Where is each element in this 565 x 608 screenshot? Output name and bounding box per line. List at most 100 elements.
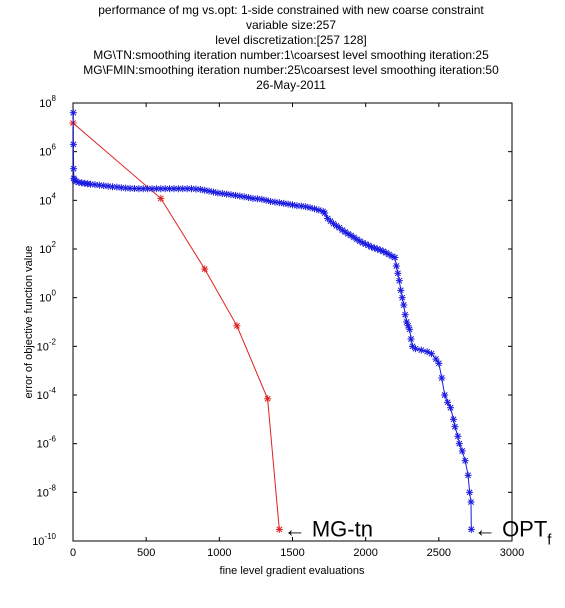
star-stroke	[466, 489, 473, 496]
series-2-point	[70, 165, 78, 173]
series-2-point	[435, 359, 443, 367]
star-stroke	[276, 526, 283, 533]
series-2-point	[447, 404, 455, 412]
series-2-point	[397, 286, 405, 294]
star-stroke	[157, 195, 164, 202]
star-stroke	[394, 270, 401, 277]
star-stroke	[459, 448, 466, 454]
star-stroke	[468, 499, 474, 505]
series-2-point	[455, 440, 463, 448]
series-2-point	[441, 391, 449, 399]
star-stroke	[184, 185, 191, 192]
series-2-point	[152, 185, 160, 193]
series-2-point	[310, 205, 318, 213]
series-2-point	[392, 262, 400, 270]
series-2-point	[432, 355, 440, 363]
chart-title: performance of mg vs.opt: 1-side constra…	[83, 3, 499, 92]
star-stroke	[408, 336, 414, 342]
star-stroke	[362, 241, 369, 247]
star-stroke	[389, 253, 395, 260]
series-2-point	[205, 187, 213, 195]
star-stroke	[70, 165, 77, 172]
series-2-point	[370, 244, 378, 252]
star-stroke	[175, 185, 182, 192]
x-tick-label: 0	[70, 547, 76, 559]
star-stroke	[307, 204, 314, 211]
star-stroke	[351, 234, 357, 241]
star-stroke	[386, 251, 393, 258]
series-2-point	[289, 201, 296, 209]
star-stroke	[210, 189, 217, 195]
star-stroke	[70, 109, 77, 116]
series-2-point	[406, 325, 414, 333]
star-stroke	[441, 392, 448, 398]
star-stroke	[131, 185, 138, 192]
series-2-point	[148, 185, 156, 193]
series-2-point	[428, 350, 436, 358]
star-stroke	[374, 246, 381, 252]
star-stroke	[368, 244, 375, 251]
star-stroke	[438, 375, 445, 381]
star-stroke	[402, 311, 409, 318]
series-2-point	[144, 185, 152, 193]
star-stroke	[462, 457, 469, 464]
star-stroke	[166, 185, 173, 192]
star-stroke	[468, 526, 475, 533]
series-2-point	[449, 415, 457, 423]
star-stroke	[140, 185, 147, 192]
star-stroke	[380, 248, 387, 255]
series-2-point	[464, 471, 472, 479]
series-2-point	[467, 525, 475, 533]
x-tick-label: 1500	[280, 547, 304, 559]
x-tick-label: 1000	[207, 547, 231, 559]
title-line-6: 26-May-2011	[256, 78, 326, 92]
series-2-point	[306, 204, 314, 212]
star-stroke	[356, 238, 363, 245]
series-2-point	[438, 374, 446, 382]
series-2-point	[201, 186, 209, 194]
series-2-point	[245, 194, 253, 202]
x-tick-label: 2000	[353, 547, 377, 559]
star-stroke	[418, 347, 425, 354]
series-1-point	[157, 194, 165, 202]
star-stroke	[233, 322, 240, 329]
star-stroke	[330, 220, 337, 227]
x-tick-label: 500	[137, 547, 155, 559]
series-2-point	[454, 432, 462, 440]
x-tick-label: 3000	[500, 547, 524, 559]
x-axis-label: fine level gradient evaluations	[220, 565, 365, 577]
star-stroke	[70, 141, 77, 148]
series-2-point	[400, 301, 408, 309]
series-2-point	[297, 202, 305, 210]
series-2-point	[302, 203, 310, 211]
series-2-point	[407, 335, 415, 343]
series-2-point	[362, 240, 370, 248]
series-2-point	[113, 183, 121, 191]
star-stroke	[327, 218, 334, 225]
star-stroke	[72, 178, 79, 185]
star-stroke	[324, 215, 331, 222]
star-stroke	[264, 395, 271, 402]
star-stroke	[383, 249, 390, 256]
star-stroke	[302, 203, 309, 210]
series-2-point	[321, 209, 329, 217]
star-stroke	[201, 266, 208, 273]
series-2-point	[395, 277, 403, 285]
star-stroke	[450, 416, 457, 423]
star-stroke	[428, 350, 435, 357]
star-stroke	[345, 230, 352, 237]
series-2-point	[347, 231, 355, 239]
series-1-line	[72, 122, 280, 530]
star-stroke	[412, 345, 419, 352]
star-stroke	[435, 360, 442, 367]
star-stroke	[424, 348, 431, 355]
series-2-point	[466, 488, 474, 496]
series-1-point	[201, 265, 209, 273]
series-2-point	[391, 253, 399, 261]
star-stroke	[245, 194, 252, 201]
series-2-point	[382, 249, 390, 257]
series-2-point	[69, 109, 77, 117]
star-stroke	[403, 319, 410, 325]
star-stroke	[405, 322, 412, 329]
